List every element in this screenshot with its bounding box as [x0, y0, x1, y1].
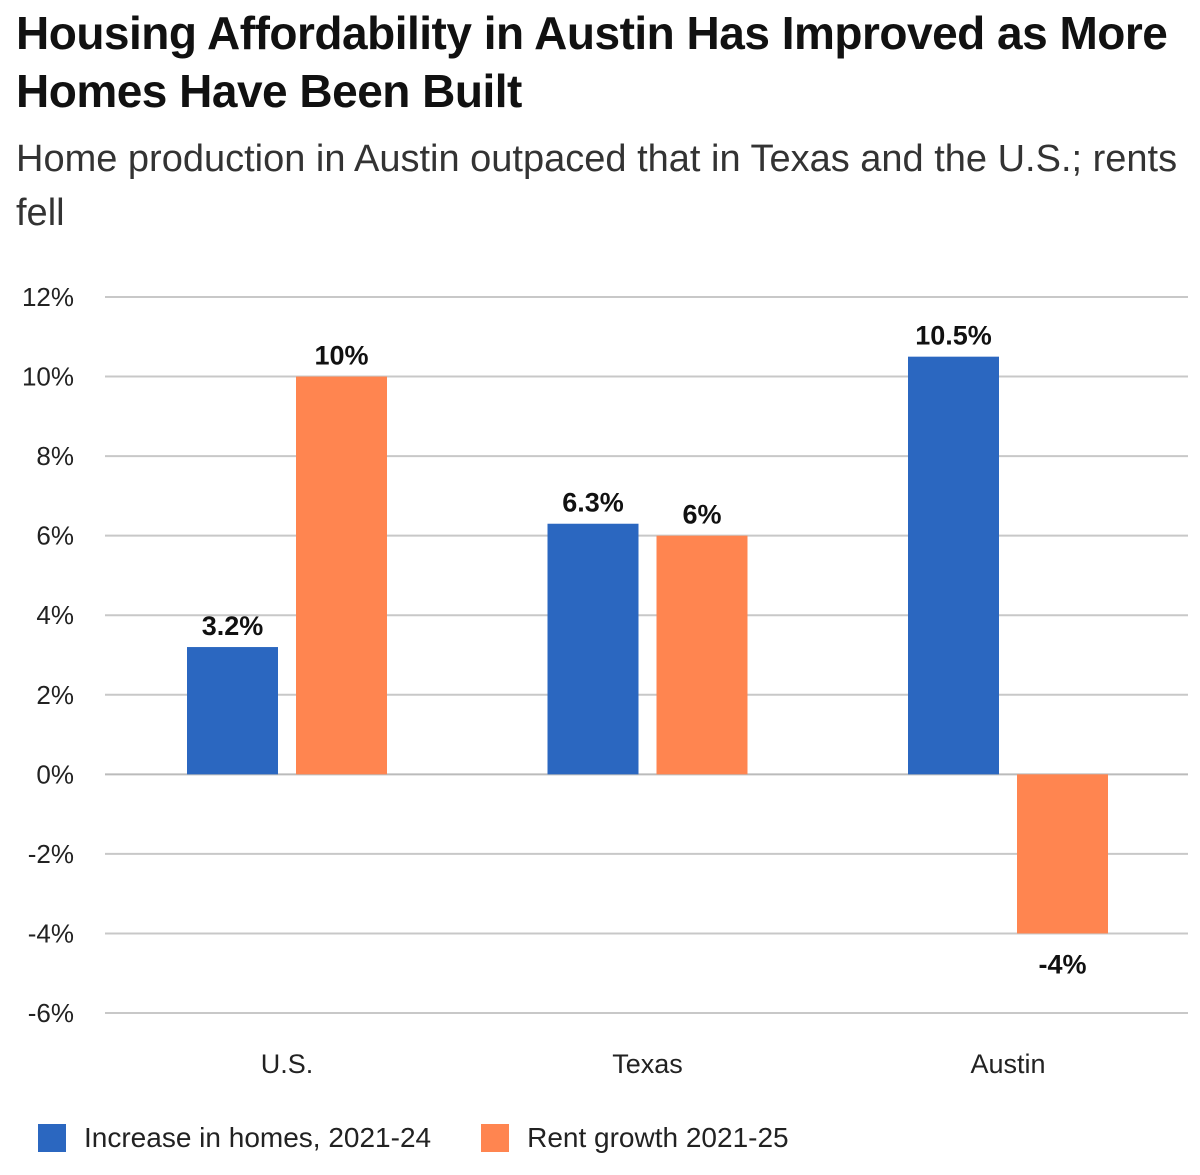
data-label: 10.5%	[915, 321, 992, 351]
bar-homes-austin	[908, 356, 999, 775]
data-label: 3.2%	[202, 611, 264, 641]
legend-label-homes: Increase in homes, 2021-24	[84, 1122, 432, 1153]
legend-swatch-homes	[38, 1124, 66, 1152]
y-tick-label: 4%	[36, 600, 74, 630]
bar-chart: 12% 10% 8% 6% 4% 2% 0% -2% -4% -6% U.S. 3.2% 10% Texa…	[22, 282, 1188, 1079]
x-tick-label: Texas	[612, 1049, 683, 1079]
bar-rent-austin	[1017, 774, 1108, 934]
y-tick-label: 0%	[36, 759, 74, 789]
bar-homes-texas	[547, 523, 639, 775]
x-tick-label: U.S.	[261, 1049, 314, 1079]
y-tick-label: -2%	[28, 839, 74, 869]
legend-label-rent: Rent growth 2021-25	[527, 1122, 789, 1153]
x-tick-label: Austin	[970, 1049, 1045, 1079]
legend-item-rent: Rent growth 2021-25	[481, 1122, 789, 1154]
y-tick-label: 8%	[36, 441, 74, 471]
data-label: 6.3%	[562, 488, 624, 518]
y-tick-label: 2%	[36, 680, 74, 710]
chart-title: Housing Affordability in Austin Has Impr…	[16, 7, 1168, 117]
y-tick-label: 10%	[22, 362, 74, 392]
bar-rent-texas	[656, 535, 748, 775]
legend-item-homes: Increase in homes, 2021-24	[38, 1122, 431, 1154]
bar-homes-us	[187, 647, 278, 775]
y-tick-label: -4%	[28, 918, 74, 948]
y-tick-label: -6%	[28, 998, 74, 1028]
y-tick-label: 12%	[22, 282, 74, 312]
legend: Increase in homes, 2021-24 Rent growth 2…	[38, 1122, 839, 1154]
y-tick-label: 6%	[36, 521, 74, 551]
data-label: -4%	[1038, 949, 1086, 979]
legend-swatch-rent	[481, 1124, 510, 1152]
bar-rent-us	[296, 376, 387, 775]
data-label: 10%	[314, 341, 368, 371]
data-label: 6%	[682, 500, 721, 530]
chart-subtitle: Home production in Austin outpaced that …	[16, 138, 1178, 234]
